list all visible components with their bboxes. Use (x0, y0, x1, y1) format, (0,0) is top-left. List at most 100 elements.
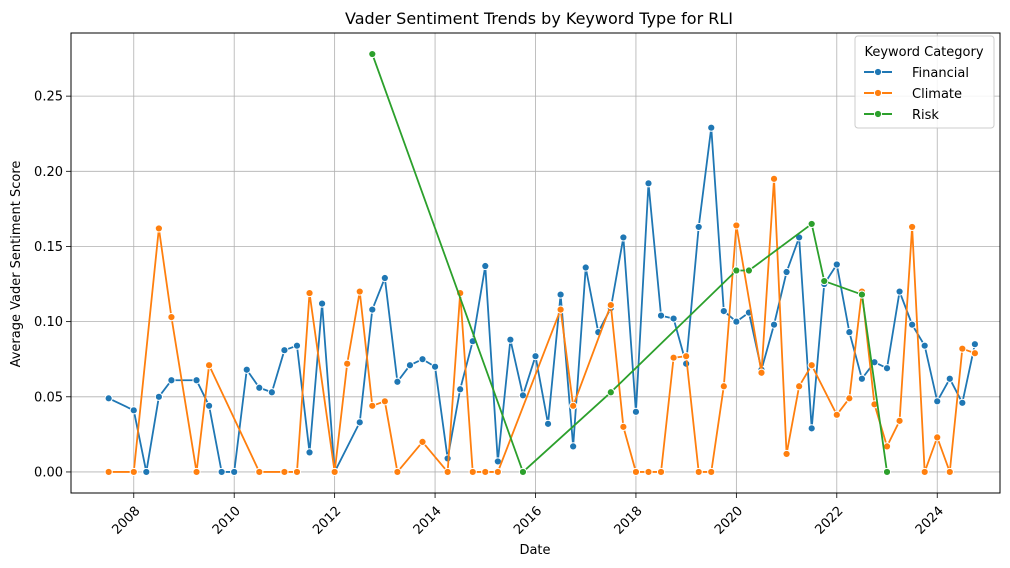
y-tick: 0.20 (34, 165, 71, 180)
data-point-financial (204, 401, 214, 410)
data-point-climate (832, 410, 841, 419)
data-point-climate (970, 349, 979, 358)
data-point-climate (682, 352, 691, 361)
data-point-climate (782, 449, 791, 459)
data-point-financial (857, 374, 867, 383)
data-point-climate (154, 224, 163, 233)
data-point-financial (958, 398, 967, 407)
data-point-financial (543, 419, 553, 428)
legend-label-climate: Climate (912, 87, 962, 102)
data-point-climate (757, 368, 766, 377)
data-point-financial (430, 362, 440, 371)
data-point-financial (707, 123, 716, 132)
legend-title: Keyword Category (864, 45, 983, 60)
y-tick-label: 0.15 (34, 240, 63, 255)
data-point-financial (280, 346, 289, 355)
data-point-financial (456, 385, 465, 394)
data-point-financial (167, 376, 176, 385)
y-tick-label: 0.20 (34, 165, 63, 180)
data-point-climate (807, 361, 816, 370)
data-point-climate (292, 467, 302, 477)
y-tick: 0.05 (34, 390, 71, 405)
data-point-climate (556, 305, 565, 314)
data-point-risk (518, 467, 528, 477)
data-point-financial (832, 260, 841, 269)
data-point-climate (732, 221, 741, 230)
data-point-financial (945, 374, 954, 383)
data-point-financial (217, 467, 226, 477)
y-tick-label: 0.05 (34, 390, 63, 405)
data-point-financial (518, 391, 528, 400)
data-point-financial (694, 222, 703, 232)
data-point-climate (443, 467, 452, 477)
y-axis: 0.00 0.05 0.10 0.15 0.20 0.25 (34, 90, 71, 480)
data-point-climate (569, 401, 578, 410)
data-point-financial (405, 361, 415, 370)
data-point-financial (380, 273, 389, 283)
data-point-climate (644, 467, 653, 477)
data-point-risk (732, 266, 741, 275)
data-point-climate (167, 313, 176, 322)
data-point-financial (782, 267, 791, 277)
y-tick-label: 0.10 (34, 315, 63, 330)
data-point-financial (732, 317, 741, 326)
data-point-climate (129, 467, 138, 477)
data-point-climate (104, 467, 113, 477)
data-point-financial (418, 355, 427, 364)
y-tick: 0.00 (34, 465, 71, 480)
data-point-climate (393, 467, 402, 477)
data-point-risk (857, 290, 867, 299)
data-point-climate (908, 222, 917, 232)
data-point-climate (707, 467, 716, 477)
data-point-climate (280, 467, 289, 477)
data-point-climate (305, 288, 314, 298)
data-point-climate (606, 300, 615, 310)
data-point-climate (719, 382, 728, 391)
data-point-climate (481, 467, 490, 477)
y-tick-label: 0.25 (34, 90, 63, 105)
data-point-climate (795, 382, 804, 391)
data-point-climate (769, 174, 779, 183)
data-point-climate (694, 467, 703, 477)
data-point-climate (468, 467, 477, 477)
data-point-financial (305, 448, 314, 457)
data-point-financial (393, 377, 402, 386)
data-point-financial (292, 341, 302, 350)
series-climate (104, 174, 979, 477)
data-point-financial (506, 335, 515, 344)
data-point-financial (920, 341, 929, 350)
legend-label-risk: Risk (912, 108, 939, 123)
data-point-financial (242, 365, 251, 374)
data-point-financial (368, 305, 377, 314)
data-point-financial (556, 290, 565, 299)
data-point-financial (933, 397, 942, 406)
data-point-financial (644, 179, 653, 188)
data-point-financial (882, 364, 892, 373)
data-point-climate (845, 394, 854, 403)
y-tick-label: 0.00 (34, 465, 63, 480)
data-point-climate (330, 467, 339, 477)
data-point-financial (192, 376, 201, 385)
data-point-financial (845, 328, 854, 337)
legend-marker-climate (873, 88, 883, 98)
data-point-climate (380, 397, 389, 406)
data-point-financial (631, 407, 641, 416)
data-point-financial (104, 394, 113, 403)
data-point-climate (368, 401, 377, 410)
legend-entry-financial: Financial (864, 66, 969, 81)
chart-title: Vader Sentiment Trends by Keyword Type f… (345, 9, 733, 28)
data-point-risk (882, 467, 892, 477)
data-point-financial (719, 307, 728, 316)
data-point-climate (204, 361, 214, 370)
data-point-climate (355, 287, 364, 296)
data-point-climate (418, 437, 427, 446)
data-point-climate (493, 467, 502, 477)
data-point-financial (154, 392, 163, 401)
y-tick: 0.10 (34, 315, 71, 330)
legend-entry-climate: Climate (864, 87, 962, 102)
data-point-climate (669, 353, 678, 362)
data-point-climate (255, 467, 264, 477)
series-line-climate (108, 177, 976, 473)
data-point-risk (820, 276, 829, 286)
